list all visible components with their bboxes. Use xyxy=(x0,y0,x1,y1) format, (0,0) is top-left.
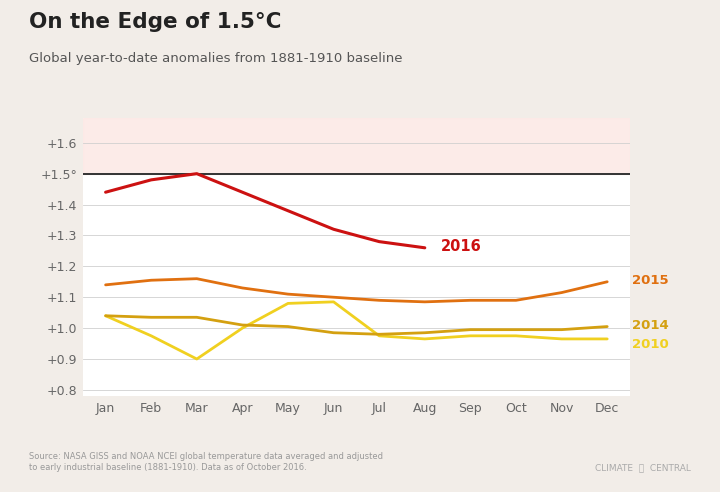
Text: CLIMATE  Ⓜ  CENTRAL: CLIMATE Ⓜ CENTRAL xyxy=(595,463,691,472)
Text: 2010: 2010 xyxy=(632,338,669,351)
Text: Source: NASA GISS and NOAA NCEI global temperature data averaged and adjusted
to: Source: NASA GISS and NOAA NCEI global t… xyxy=(29,452,383,472)
Text: 2014: 2014 xyxy=(632,319,669,332)
Text: On the Edge of 1.5°C: On the Edge of 1.5°C xyxy=(29,12,282,32)
Text: 2016: 2016 xyxy=(441,239,482,254)
Bar xyxy=(83,118,630,174)
Text: Global year-to-date anomalies from 1881-1910 baseline: Global year-to-date anomalies from 1881-… xyxy=(29,52,402,64)
Text: 2015: 2015 xyxy=(632,275,669,287)
